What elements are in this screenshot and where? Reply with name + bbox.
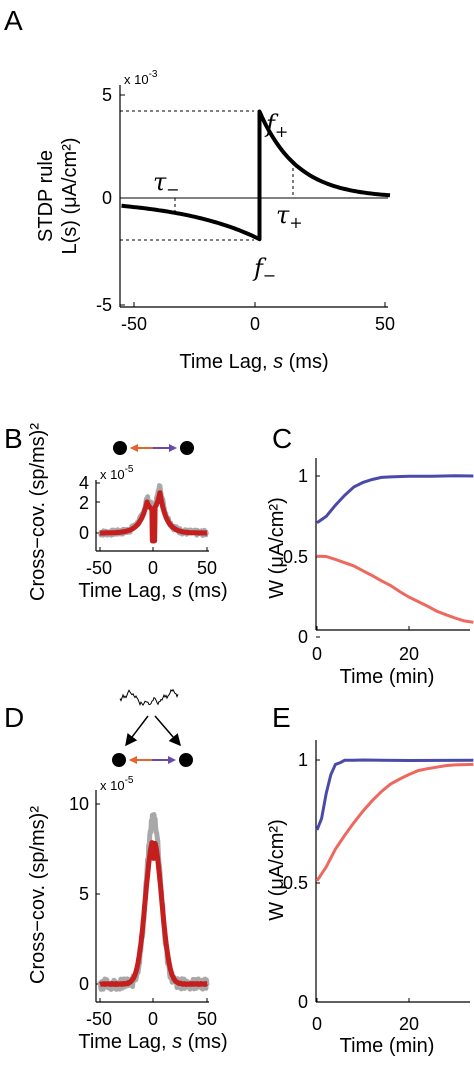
x-tick-label: 50 [197,558,217,578]
weight-series-blue [315,758,474,831]
panel-letter-a: A [4,5,23,36]
panel-letter-e: E [272,702,291,733]
y-tick-label: 5 [79,884,89,904]
y-tick-label: 2 [79,493,89,513]
x-axis-label: Time Lag, s (ms) [78,1031,227,1053]
stdp-curve [121,109,391,242]
y-axis-label: W (μA/cm²) [266,819,288,921]
panel-a-chart: 5 0 -5 -50 0 50 x 10-3 τ− τ+ f+ f− Time … [35,69,395,373]
y-axis-label-line1: STDP rule [35,150,57,242]
series-theory [98,840,209,987]
neuron-2 [179,753,193,767]
input-arrow-left [125,715,149,747]
panel-e-chart: 1 0.5 0 0 20 Time (min) W (μA/cm²) [266,740,474,1057]
arrowhead-purple [168,756,176,764]
y-multiplier: x 10-5 [100,775,134,793]
y-tick-label: 5 [102,85,112,105]
y-tick-label: 4 [79,473,89,493]
y-tick-label: 1 [298,750,308,770]
panel-d-network-diagram [112,688,193,767]
y-tick-label: 0 [79,974,89,994]
panel-b-chart: 4 2 0 -50 0 50 x 10-5 Time Lag, s (ms) C… [27,423,228,602]
y-tick-label: 0 [79,523,89,543]
y-tick-label: 0 [298,992,308,1012]
neuron-2 [180,441,194,455]
x-tick-label: -50 [121,314,147,334]
weight-series-orange [316,554,474,624]
x-tick-label: 50 [197,1009,217,1029]
y-axis-label: W (μA/cm²) [266,497,288,599]
neuron-1 [112,753,126,767]
x-tick-label: 0 [148,558,158,578]
x-tick-label: 20 [399,1014,419,1034]
tau-minus-label: τ− [153,168,180,199]
panel-c-chart: 1 0.5 0 0 20 Time (min) W (μA/cm²) [266,458,474,688]
y-tick-label: 10 [69,794,89,814]
y-axis-label-line2: L(s) (μA/cm²) [59,137,81,254]
neuron-1 [113,441,127,455]
x-tick-label: 0 [250,314,260,334]
y-tick-label: -5 [96,295,112,315]
weight-series-blue [316,474,474,524]
y-axis-label: Cross−cov. (sp/ms)² [27,423,49,601]
series-theory [98,490,209,544]
x-tick-label: 0 [312,644,322,664]
y-tick-label: 0 [298,627,308,647]
input-arrow-right [154,715,181,747]
x-axis-label: Time (min) [340,1035,435,1057]
f-plus-label: f+ [264,110,288,141]
panel-d-chart: 10 5 0 -50 0 50 x 10-5 Time Lag, s (ms) … [27,775,228,1053]
panel-letter-c: C [272,423,292,454]
panel-letter-d: D [4,702,24,733]
weight-series-orange [315,762,474,882]
x-tick-label: 0 [148,1009,158,1029]
y-tick-label: 0.5 [283,547,308,567]
x-tick-label: 50 [375,314,395,334]
y-tick-label: 1 [298,466,308,486]
x-axis-label: Time Lag, s (ms) [179,351,328,373]
arrowhead-orange [129,756,137,764]
x-tick-label: 20 [399,644,419,664]
x-axis-label: Time (min) [340,666,435,688]
y-multiplier: x 10-3 [124,69,158,87]
y-multiplier: x 10-5 [100,464,134,482]
x-tick-label: -50 [86,1009,112,1029]
arrowhead-orange [130,444,138,452]
x-tick-label: -50 [86,558,112,578]
y-tick-label: 0.5 [283,873,308,893]
common-input-noise [119,688,179,707]
panel-b-network-diagram [113,441,194,455]
f-minus-label: f− [252,254,276,285]
arrowhead-purple [169,444,177,452]
panel-letter-b: B [4,423,23,454]
tau-plus-label: τ+ [276,201,303,232]
x-tick-label: 0 [312,1014,322,1034]
x-axis-label: Time Lag, s (ms) [78,580,227,602]
y-axis-label: Cross−cov. (sp/ms)² [27,806,49,984]
y-tick-label: 0 [102,188,112,208]
